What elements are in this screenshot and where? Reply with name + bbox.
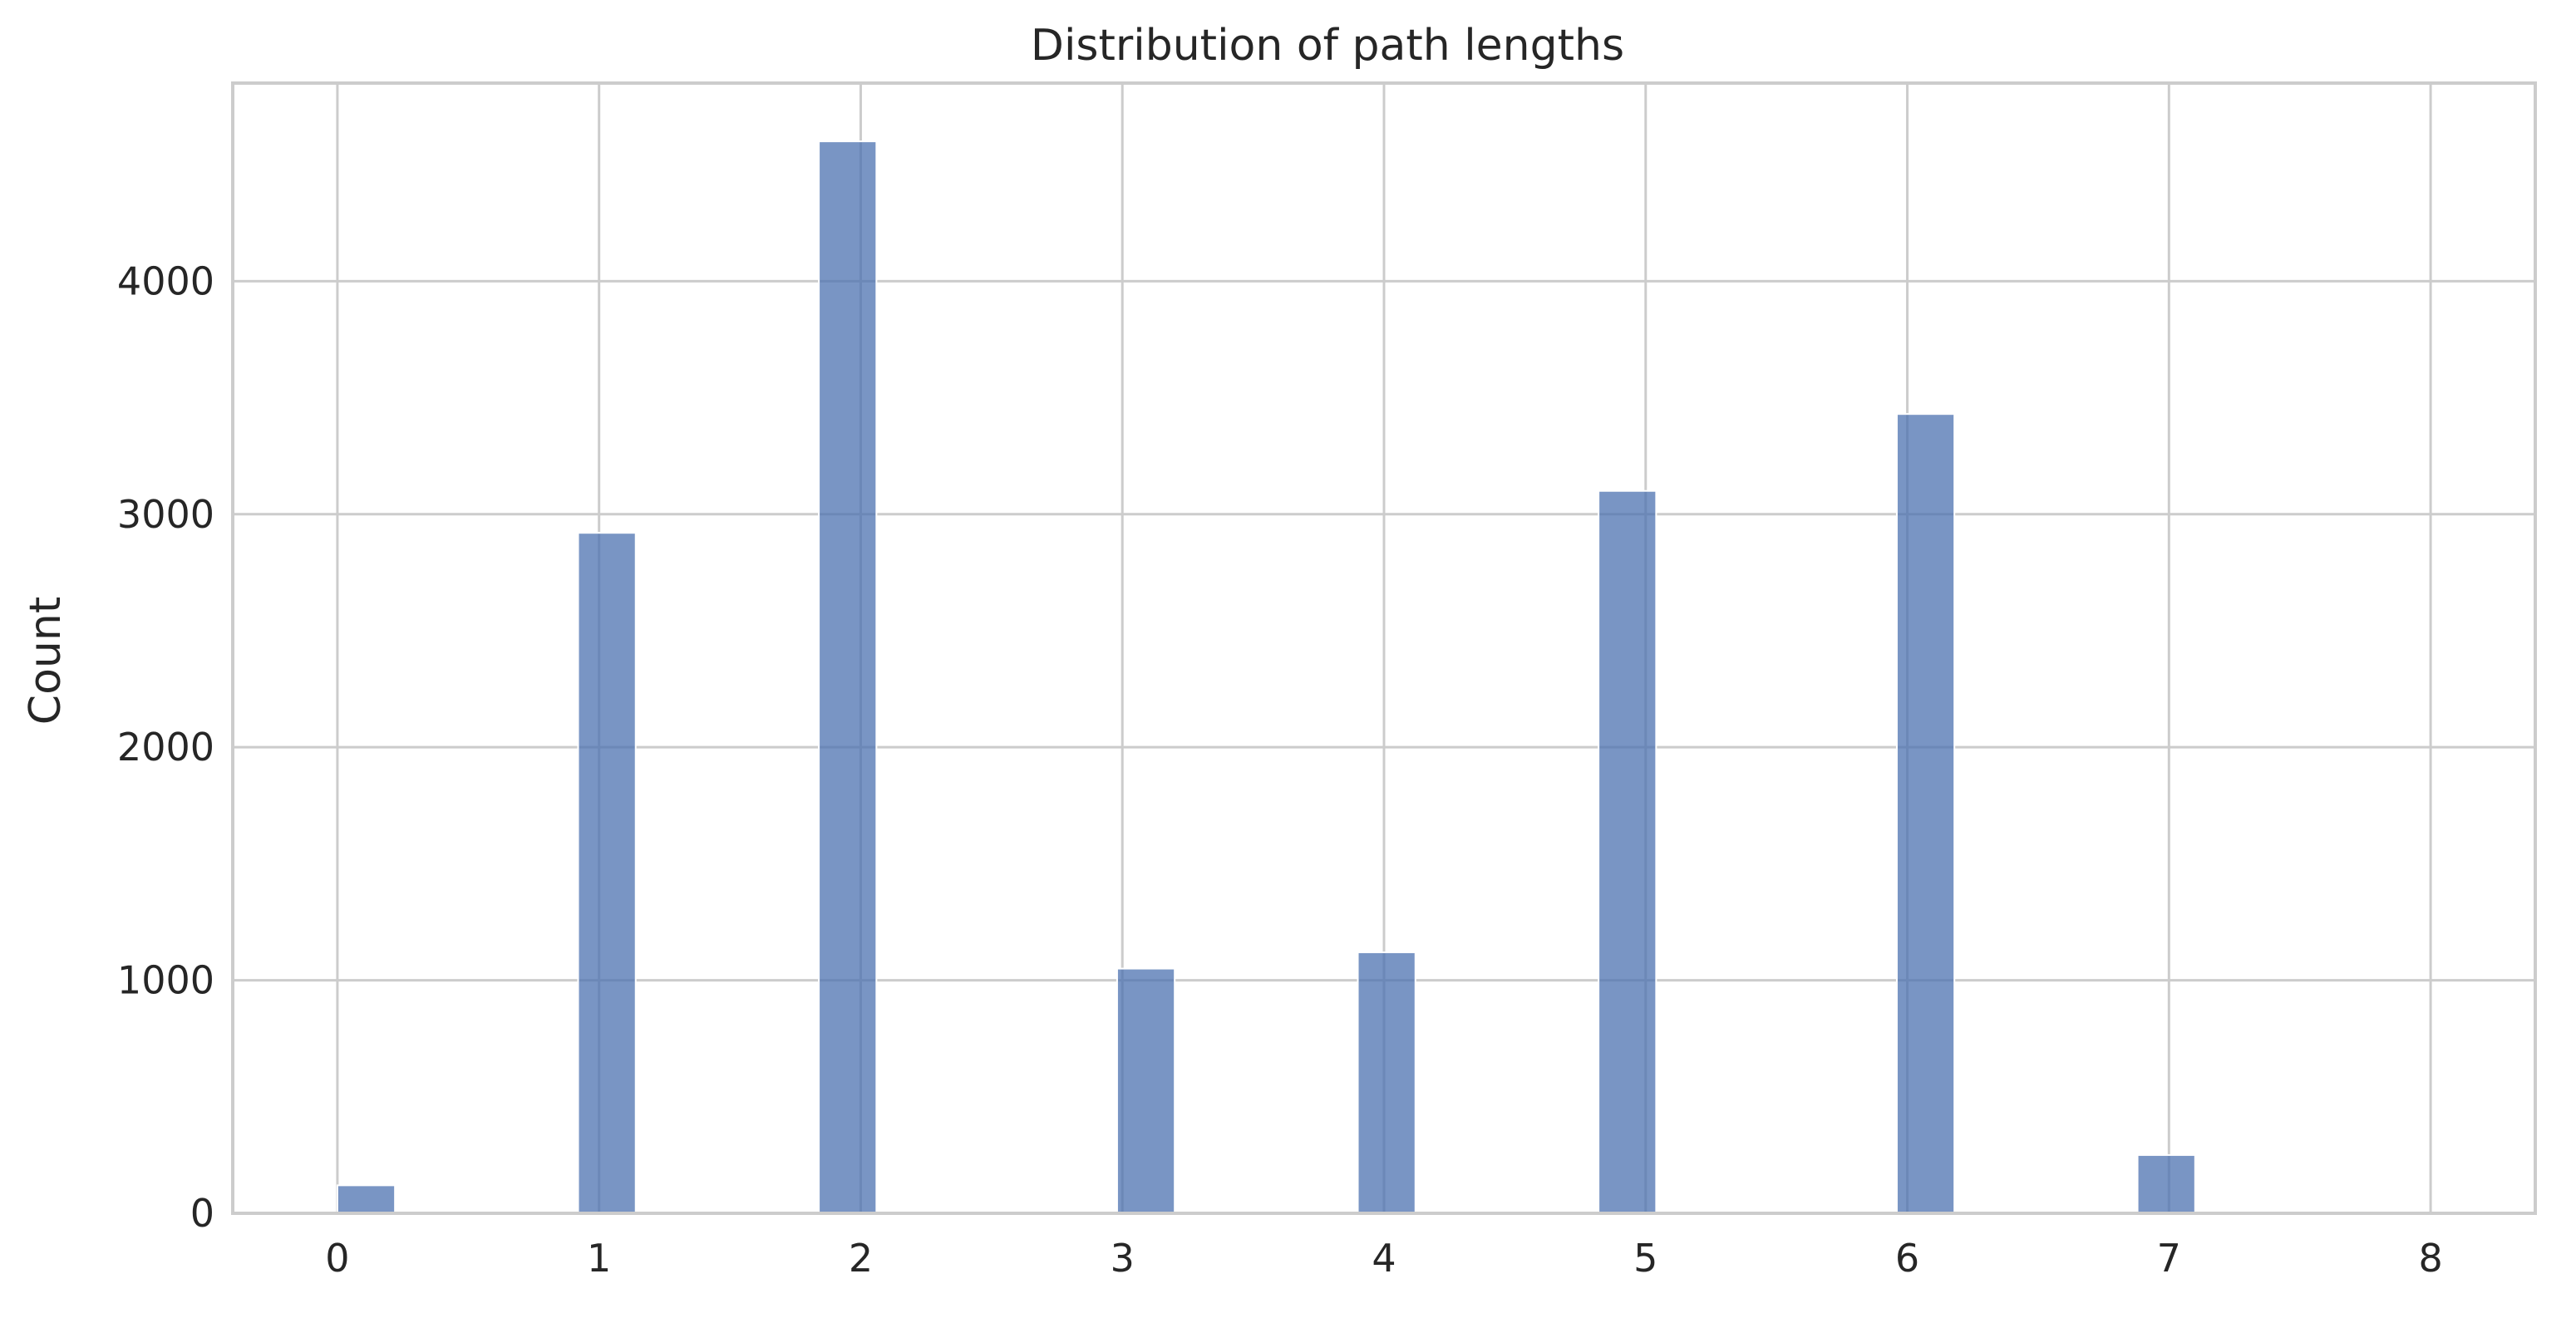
x-tick-label: 7 [2157, 1236, 2181, 1281]
histogram-bar [818, 140, 878, 1214]
bars [336, 140, 2196, 1215]
histogram-bar [2136, 1153, 2196, 1214]
x-tick-label: 8 [2418, 1236, 2442, 1281]
y-tick-label: 0 [190, 1191, 214, 1236]
x-tick-labels: 0 1 2 3 4 5 6 7 8 [325, 1236, 2442, 1281]
y-tick-labels: 0 1000 2000 3000 4000 [117, 258, 214, 1236]
histogram-bar [1598, 489, 1657, 1214]
x-tick-label: 4 [1372, 1236, 1396, 1281]
x-tick-label: 1 [587, 1236, 611, 1281]
plot-frame [231, 81, 2537, 1215]
x-tick-label: 2 [849, 1236, 873, 1281]
y-tick-label: 4000 [117, 258, 214, 303]
y-tick-label: 2000 [117, 725, 214, 770]
histogram-bar [1895, 413, 1956, 1215]
y-tick-label: 3000 [117, 492, 214, 537]
histogram-bar [577, 532, 637, 1214]
chart-title: Distribution of path lengths [1031, 21, 1624, 71]
y-tick-label: 1000 [117, 958, 214, 1003]
x-tick-label: 3 [1111, 1236, 1135, 1281]
x-tick-label: 0 [325, 1236, 349, 1281]
histogram-bar [1357, 951, 1416, 1214]
x-tick-label: 5 [1633, 1236, 1657, 1281]
histogram-bar [336, 1184, 396, 1214]
histogram-bar [1116, 967, 1176, 1214]
x-tick-label: 6 [1895, 1236, 1919, 1281]
y-axis-label: Count [21, 597, 71, 725]
